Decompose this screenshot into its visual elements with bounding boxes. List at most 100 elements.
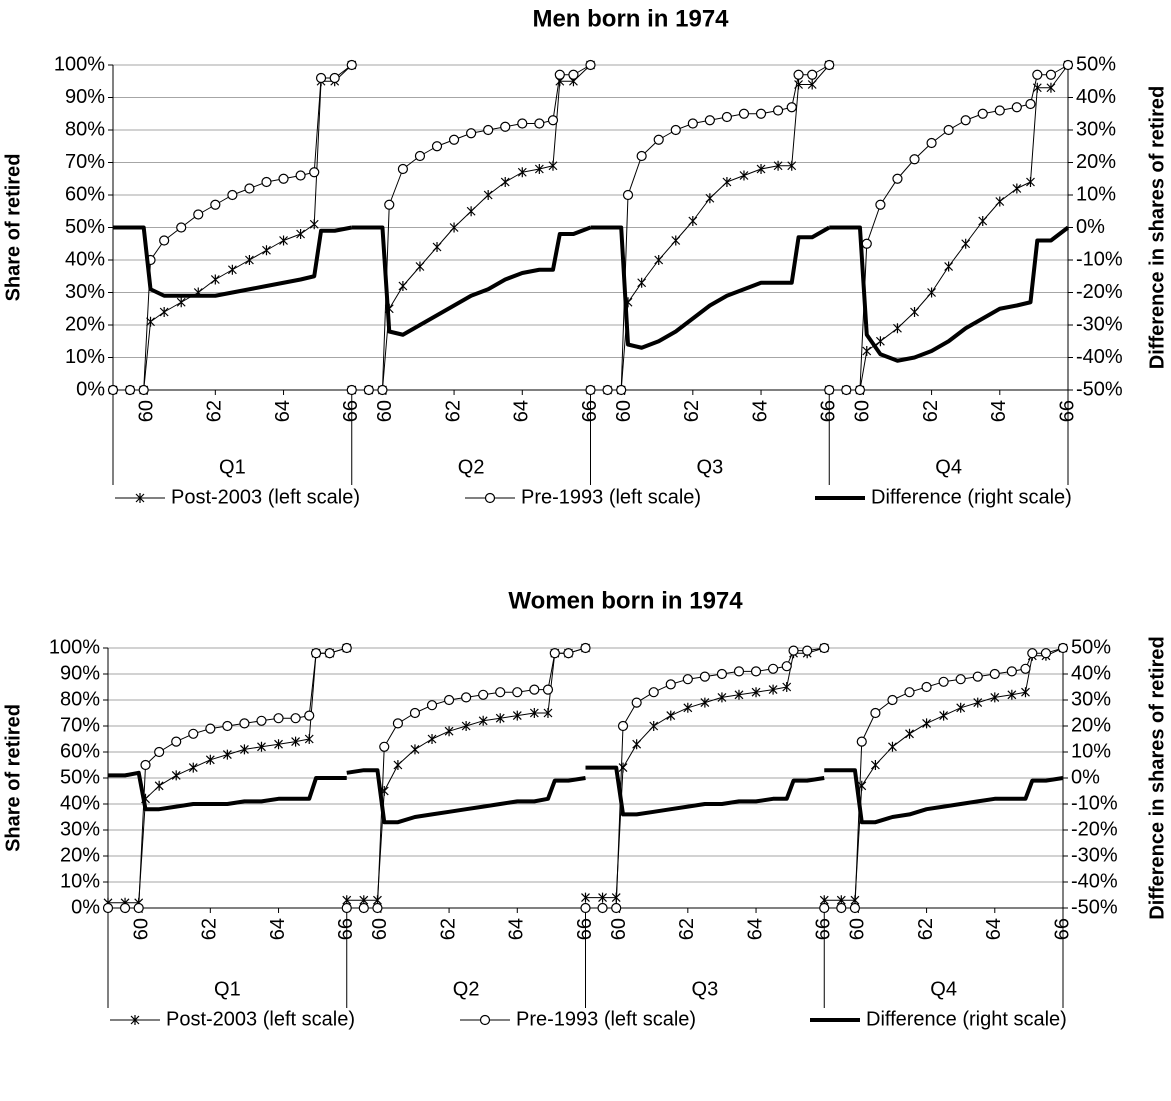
circle-marker	[1062, 59, 1074, 71]
legend-label: Difference (right scale)	[871, 486, 1072, 508]
asterisk-marker	[978, 216, 988, 226]
x-tick-label: 66	[574, 918, 596, 940]
circle-marker	[261, 176, 272, 188]
y-tick-label: 40%	[65, 248, 105, 270]
series-line	[824, 768, 1064, 825]
circle-marker	[176, 222, 187, 233]
y-tick-label: 50%	[60, 766, 100, 788]
legend-label: Difference (right scale)	[866, 1008, 1067, 1030]
asterisk-marker	[1026, 177, 1035, 187]
x-tick-label: 64	[506, 918, 528, 940]
asterisk-marker	[683, 702, 693, 713]
asterisk-marker	[618, 762, 628, 773]
circle-marker	[819, 902, 830, 914]
asterisk-marker	[291, 736, 301, 747]
x-tick-label: 66	[335, 918, 357, 940]
legend-marker	[135, 493, 145, 503]
circle-marker	[580, 902, 591, 914]
y-tick-label: 50%	[65, 216, 105, 238]
x-tick-label: 64	[749, 400, 771, 422]
circle-marker	[755, 108, 767, 119]
circle-marker	[140, 759, 151, 771]
group-label: Q4	[930, 978, 957, 1000]
y-axis-label: Share of retired	[2, 704, 24, 852]
circle-marker	[699, 671, 710, 682]
y2-tick-label: -20%	[1071, 818, 1118, 840]
asterisk-marker	[495, 713, 505, 724]
circle-marker	[1025, 98, 1036, 110]
circle-marker	[341, 642, 352, 654]
x-tick-label: 64	[511, 400, 533, 422]
x-tick-label: 64	[267, 918, 289, 940]
y2-tick-label: -20%	[1076, 281, 1123, 303]
y-axis-label: Share of retired	[2, 154, 24, 302]
circle-marker	[786, 102, 797, 113]
y-tick-label: 20%	[65, 313, 105, 335]
circle-marker	[989, 668, 1000, 680]
y2-tick-label: -40%	[1076, 346, 1123, 368]
circle-marker	[670, 124, 681, 136]
circle-marker	[384, 199, 395, 210]
circle-marker	[554, 69, 565, 80]
circle-marker	[466, 128, 477, 139]
y-tick-label: 80%	[65, 118, 105, 140]
asterisk-marker	[534, 164, 544, 174]
circle-marker	[529, 684, 540, 695]
circle-marker	[788, 645, 799, 656]
asterisk-marker	[671, 235, 681, 246]
chart-title: Men born in 1974	[532, 5, 729, 32]
circle-marker	[597, 902, 608, 914]
asterisk-marker	[227, 264, 237, 275]
asterisk-marker	[888, 741, 897, 752]
circle-marker	[767, 663, 779, 674]
circle-marker	[602, 384, 613, 396]
circle-marker	[960, 115, 971, 126]
circle-marker	[392, 718, 404, 729]
circle-marker	[549, 648, 560, 659]
asterisk-marker	[548, 160, 558, 171]
series	[113, 225, 1070, 363]
x-tick-label: 66	[818, 400, 840, 422]
asterisk-marker	[500, 177, 510, 187]
asterisk-marker	[768, 684, 778, 695]
y2-tick-label: -30%	[1076, 313, 1123, 335]
x-tick-label: 64	[744, 918, 766, 940]
asterisk-marker	[944, 261, 954, 272]
circle-marker	[239, 718, 250, 729]
y-tick-label: 80%	[60, 688, 100, 710]
circle-marker	[1020, 663, 1031, 674]
y-tick-label: 90%	[65, 86, 105, 108]
circle-marker	[733, 666, 745, 677]
x-tick-label: 64	[988, 400, 1010, 422]
circle-marker	[443, 694, 455, 706]
y2-tick-label: 50%	[1076, 53, 1116, 75]
asterisk-marker	[466, 206, 476, 217]
asterisk-marker	[637, 277, 647, 288]
circle-marker	[861, 238, 872, 249]
asterisk-marker	[296, 229, 306, 239]
y2-tick-label: 0%	[1071, 766, 1100, 788]
circle-marker	[563, 648, 574, 659]
legend-marker	[130, 1015, 140, 1025]
circle-marker	[295, 170, 306, 181]
x-tick-label: 62	[437, 918, 459, 940]
asterisk-marker	[734, 689, 744, 700]
circle-marker	[819, 642, 830, 654]
circle-marker	[133, 902, 144, 914]
asterisk-marker	[529, 708, 539, 718]
y2-axis-label: Difference in shares of retired	[1146, 636, 1168, 919]
circle-marker	[119, 902, 131, 914]
y2-tick-label: 40%	[1076, 86, 1116, 108]
legend-marker	[479, 1014, 491, 1026]
y-tick-label: 100%	[49, 636, 100, 658]
circle-marker	[290, 713, 301, 724]
asterisk-marker	[990, 692, 1000, 703]
x-tick-label: 62	[676, 918, 698, 940]
circle-marker	[500, 121, 511, 132]
x-tick-label: 62	[204, 400, 226, 422]
y-tick-label: 30%	[60, 818, 100, 840]
asterisk-marker	[274, 739, 283, 750]
series-line	[829, 225, 1070, 363]
circle-marker	[824, 384, 835, 396]
